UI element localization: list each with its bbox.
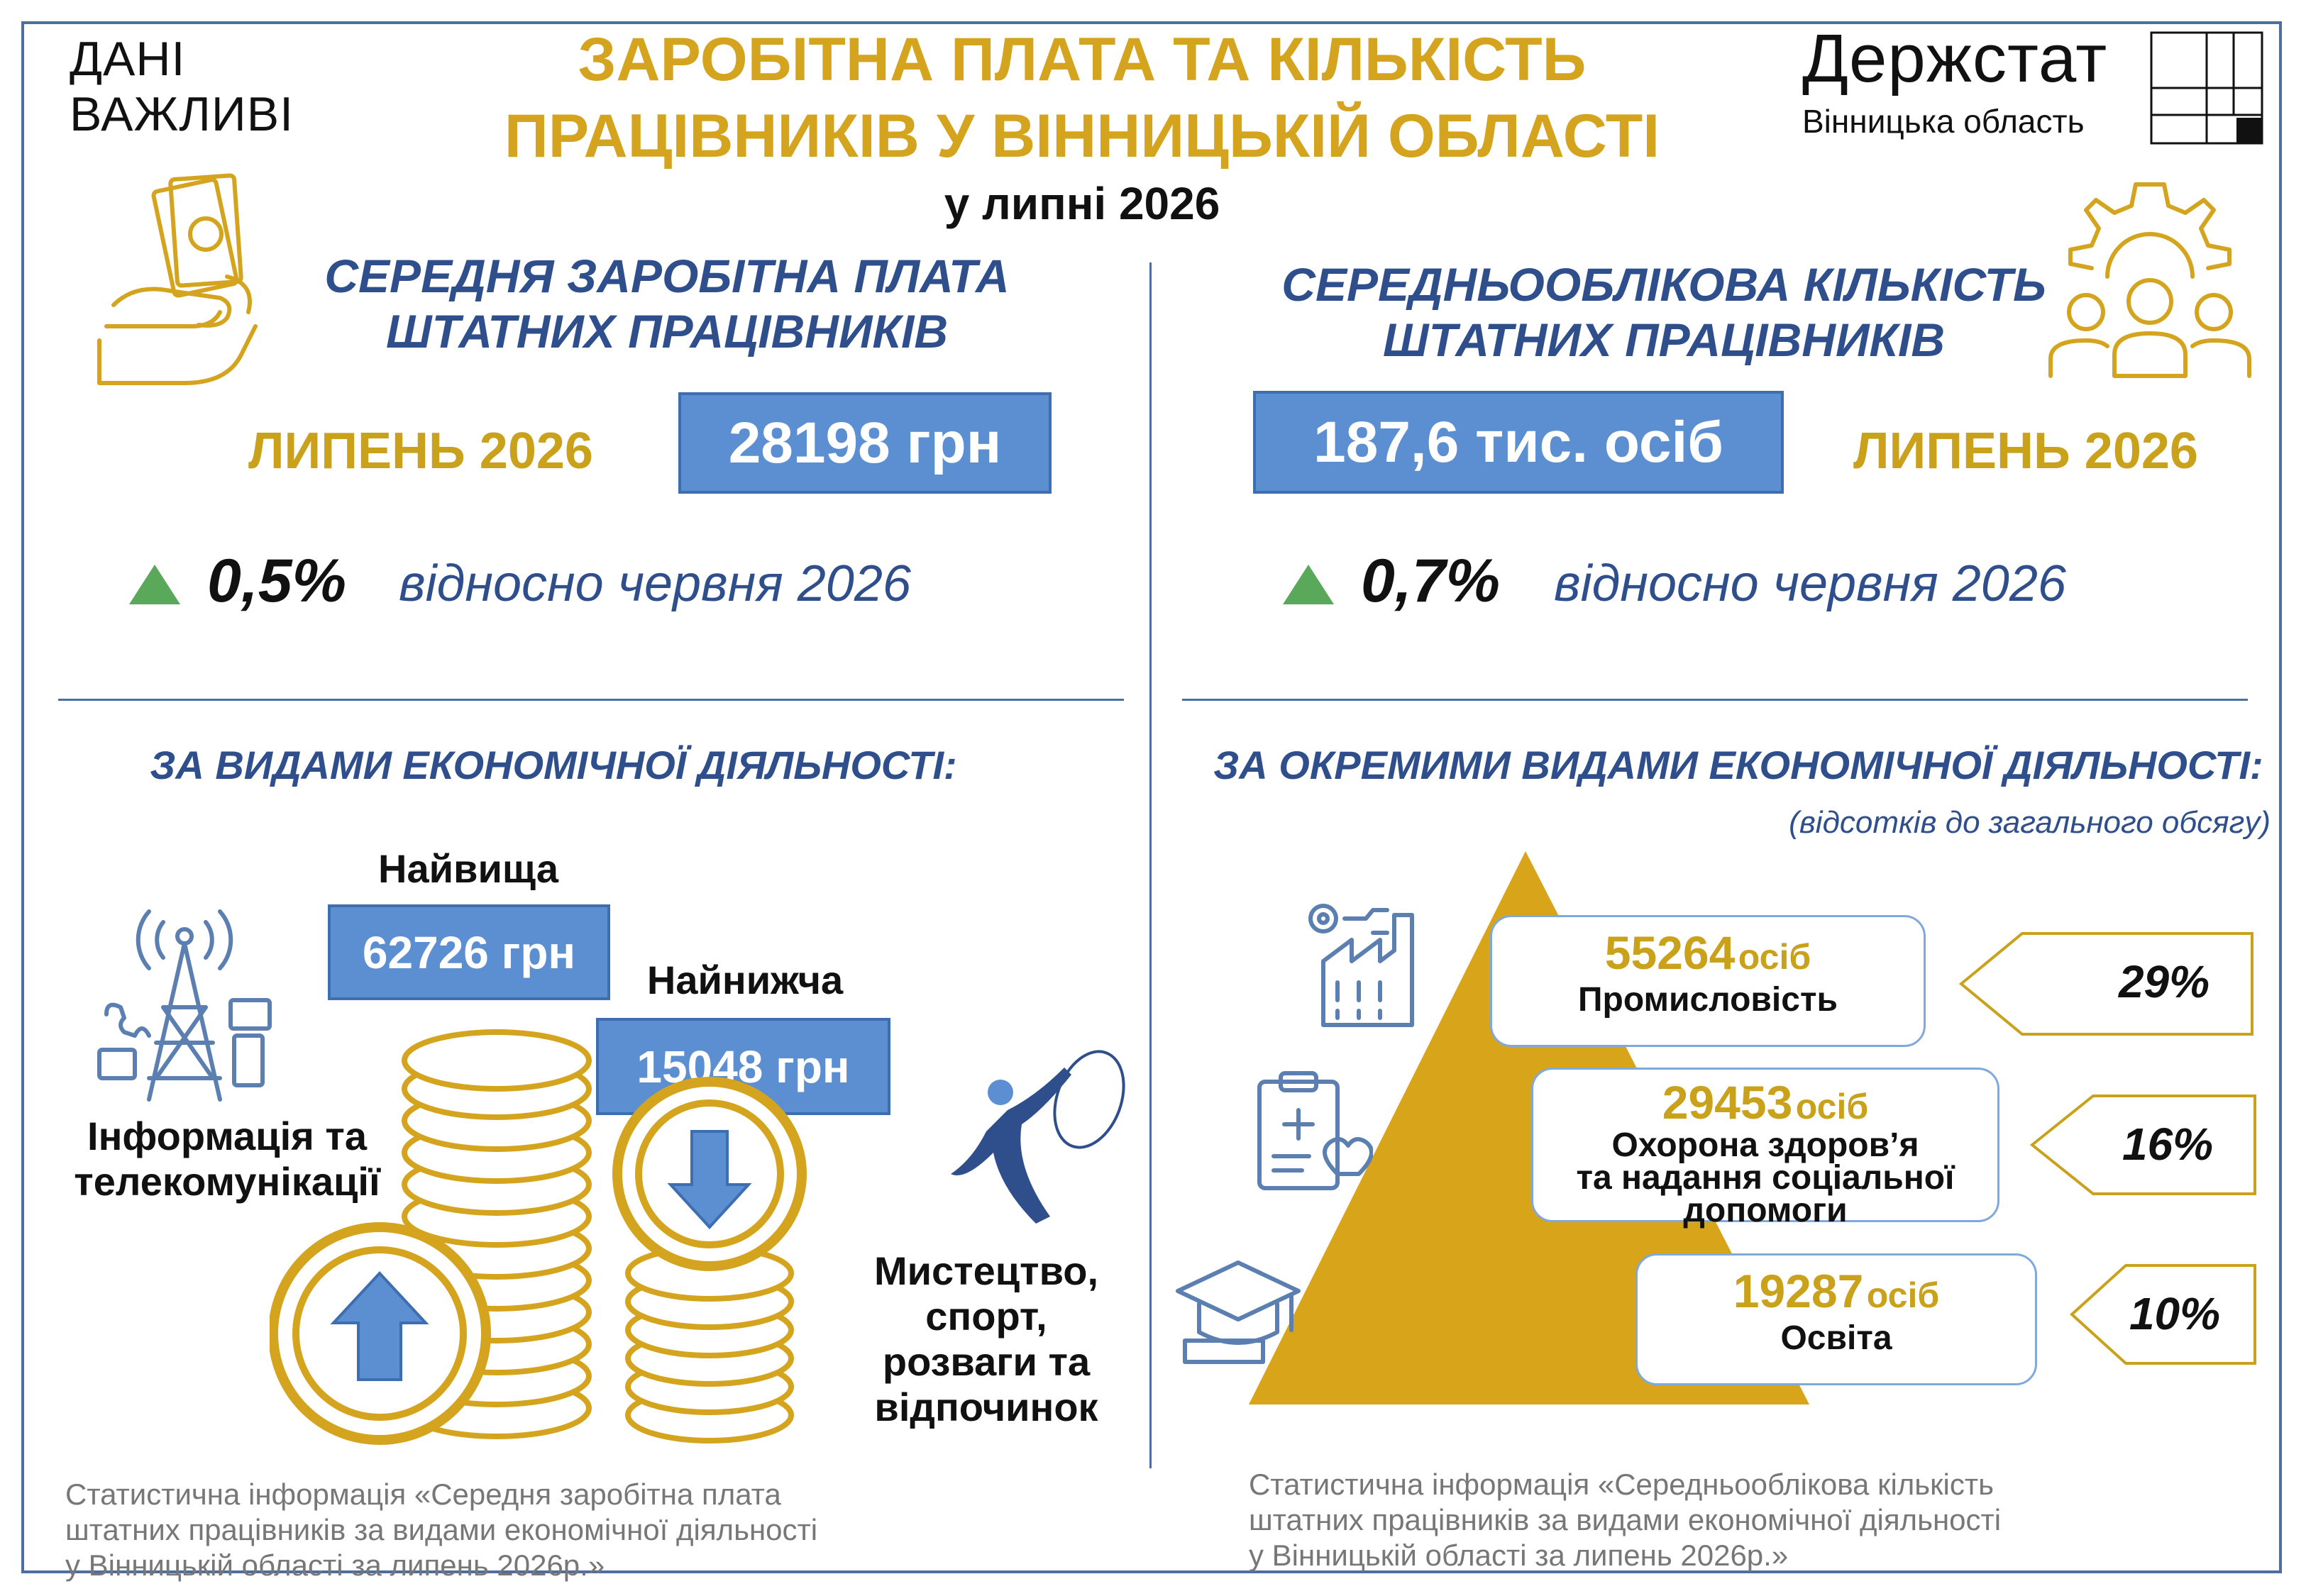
pyramid-item-2-unit: осіб (1795, 1087, 1869, 1126)
employees-change: 0,7% (1361, 547, 1501, 615)
highest-value-box: 62726 грн (328, 904, 610, 1000)
pyramid-item-1-value: 55264 (1604, 926, 1736, 979)
salary-change: 0,5% (207, 547, 347, 615)
vertical-divider (1149, 262, 1152, 1468)
medical-clipboard-icon (1257, 1071, 1373, 1190)
pyramid-item-2-label-line-3: допомоги (1683, 1192, 1848, 1229)
gymnast-icon (951, 1050, 1125, 1224)
salary-title-line-2: ШТАТНИХ ПРАЦІВНИКІВ (385, 305, 949, 358)
lowest-sector: Мистецтво, спорт, розваги та відпочинок (837, 1248, 1135, 1430)
left-divider (58, 699, 1124, 701)
employees-source-line-3: у Вінницькій області за липень 2026р.» (1249, 1539, 1789, 1572)
gear-people-icon (2048, 182, 2251, 378)
hand-money-icon (97, 173, 258, 385)
lowest-sector-line-4: відпочинок (874, 1385, 1098, 1429)
pyramid-item-1: 55264 осіб Промисловість (1490, 915, 1926, 1047)
salary-title: СЕРЕДНЯ ЗАРОБІТНА ПЛАТА ШТАТНИХ ПРАЦІВНИ… (270, 248, 1064, 359)
share-tag-1-shape (1958, 932, 2253, 1036)
share-tag-3: 10% (2129, 1288, 2221, 1339)
pyramid-item-2-label-line-1: Охорона здоров’я (1611, 1126, 1919, 1164)
lowest-label: Найнижча (646, 958, 844, 1002)
highest-sector: Інформація та телекомунікації (43, 1114, 412, 1204)
right-divider (1182, 699, 2248, 701)
employees-title: СЕРЕДНЬООБЛІКОВА КІЛЬКІСТЬ ШТАТНИХ ПРАЦІ… (1249, 257, 2079, 367)
lowest-sector-line-3: розваги та (882, 1339, 1091, 1384)
pyramid-item-3-label: Освіта (1780, 1319, 1892, 1357)
highest-sector-line-2: телекомунікації (74, 1159, 380, 1204)
brand-tagline: ДАНІ ВАЖЛИВІ (70, 31, 294, 142)
salary-change-note: відносно червня 2026 (399, 555, 911, 612)
pyramid-item-1-label: Промисловість (1578, 981, 1838, 1019)
highest-label: Найвища (378, 846, 558, 891)
pyramid-item-3: 19287 осіб Освіта (1635, 1253, 2037, 1385)
share-tag-2-shape (2029, 1095, 2256, 1195)
salary-source-note: Статистична інформація «Середня заробітн… (65, 1477, 817, 1583)
logo-region: Вінницька область (1802, 103, 2085, 140)
salary-source-line-3: у Вінницькій області за липень 2026р.» (65, 1548, 605, 1582)
salary-source-line-1: Статистична інформація «Середня заробітн… (65, 1478, 781, 1511)
page-frame (21, 21, 2282, 1573)
lowest-sector-line-2: спорт, (925, 1294, 1047, 1339)
factory-icon (1308, 904, 1414, 1027)
by-selected-subtitle: (відсотків до загального обсягу) (1789, 805, 2271, 840)
highest-sector-line-1: Інформація та (87, 1114, 367, 1158)
page-title: ЗАРОБІТНА ПЛАТА ТА КІЛЬКІСТЬ ПРАЦІВНИКІВ… (479, 21, 1685, 174)
logo-grid-icon (2150, 31, 2263, 145)
employees-value-box: 187,6 тис. осіб (1253, 391, 1784, 494)
brand-tagline-line-1: ДАНІ (70, 32, 186, 86)
graduation-cap-icon (1176, 1260, 1301, 1364)
salary-title-line-1: СЕРЕДНЯ ЗАРОБІТНА ПЛАТА (324, 250, 1010, 302)
salary-period: ЛИПЕНЬ 2026 (248, 423, 593, 480)
page-title-line-1: ЗАРОБІТНА ПЛАТА ТА КІЛЬКІСТЬ (578, 26, 1587, 94)
by-selected-title: ЗА ОКРЕМИМИ ВИДАМИ ЕКОНОМІЧНОЇ ДІЯЛЬНОСТ… (1213, 743, 2263, 787)
logo-name: Держстат (1802, 21, 2108, 96)
share-tag-2: 16% (2122, 1119, 2214, 1170)
pyramid-item-3-unit: осіб (1866, 1275, 1940, 1315)
pyramid-item-1-unit: осіб (1738, 937, 1811, 977)
share-tag-1: 29% (2118, 956, 2210, 1007)
derzhstat-logo: Держстат Вінницька область (1802, 20, 2107, 140)
pyramid-item-3-value: 19287 (1733, 1265, 1864, 1317)
page-subtitle: у липні 2026 (944, 178, 1220, 229)
employees-title-line-2: ШТАТНИХ ПРАЦІВНИКІВ (1382, 314, 1946, 366)
coin-stacks-icon (270, 1029, 807, 1445)
share-tag-3-shape (2070, 1264, 2256, 1365)
pyramid-item-2-value: 29453 (1662, 1076, 1793, 1129)
lowest-sector-line-1: Мистецтво, (873, 1248, 1099, 1293)
salary-up-arrow-icon (129, 565, 180, 604)
pyramid-item-2-label-line-2: та надання соціальної (1576, 1159, 1955, 1197)
employees-source-line-1: Статистична інформація «Середньооблікова… (1249, 1468, 1994, 1501)
employees-source-line-2: штатних працівників за видами економічно… (1249, 1503, 2002, 1536)
page-title-line-2: ПРАЦІВНИКІВ У ВІННИЦЬКІЙ ОБЛАСТІ (504, 102, 1660, 170)
brand-tagline-line-2: ВАЖЛИВІ (70, 87, 294, 141)
employees-title-line-1: СЕРЕДНЬООБЛІКОВА КІЛЬКІСТЬ (1281, 258, 2046, 311)
telecom-tower-icon (97, 909, 272, 1102)
employees-source-note: Статистична інформація «Середньооблікова… (1249, 1467, 2001, 1573)
salary-source-line-2: штатних працівників за видами економічно… (65, 1513, 818, 1546)
employees-up-arrow-icon (1283, 565, 1334, 604)
salary-value-box: 28198 грн (678, 392, 1052, 494)
by-activity-title: ЗА ВИДАМИ ЕКОНОМІЧНОЇ ДІЯЛЬНОСТІ: (150, 743, 957, 787)
employees-period: ЛИПЕНЬ 2026 (1853, 423, 2198, 480)
employees-change-note: відносно червня 2026 (1554, 555, 2066, 612)
pyramid-item-2: 29453 осіб Охорона здоров’я та надання с… (1531, 1068, 1999, 1228)
